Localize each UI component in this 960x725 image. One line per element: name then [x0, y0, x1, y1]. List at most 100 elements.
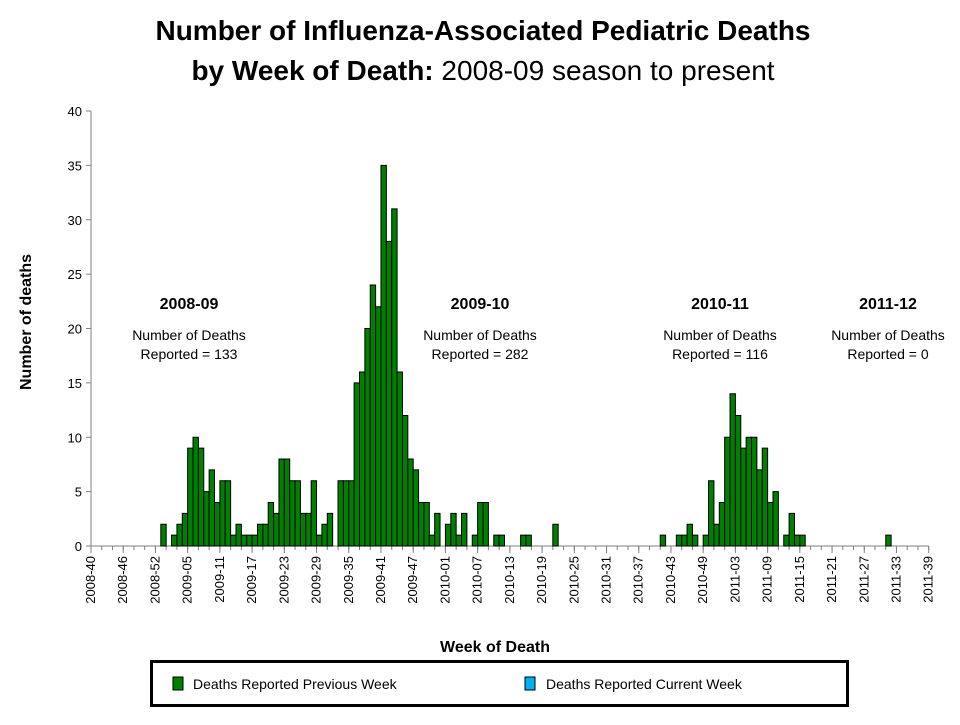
bar: [659, 534, 667, 547]
bar: [369, 284, 377, 547]
bar: [525, 534, 532, 547]
bar: [428, 534, 436, 547]
x-tick-label: 2010-01: [437, 556, 452, 604]
x-tick-label: 2011-09: [760, 556, 775, 603]
y-axis: 0 5 10 15 20 25 30 35 40: [68, 104, 92, 554]
season-annotations: 2008-09 Number of Deaths Reported = 133 200…: [132, 296, 945, 362]
subtitle-bold: by Week of Death:: [191, 55, 433, 86]
y-axis-label: Number of deaths: [18, 254, 35, 390]
deaths-reported: Reported = 282: [432, 346, 529, 362]
bar: [385, 241, 393, 547]
bar: [208, 469, 216, 547]
bar: [203, 491, 210, 547]
bar: [321, 523, 328, 547]
bar: [745, 436, 753, 547]
y-tick-label: 20: [68, 322, 82, 337]
x-tick-label: 2009-11: [212, 556, 227, 603]
y-tick-label: 15: [68, 376, 82, 391]
x-tick-label: 2011-03: [727, 556, 742, 603]
bar: [401, 415, 409, 547]
bar: [219, 480, 226, 547]
x-axis-label: Week of Death: [440, 639, 550, 656]
chart-title: Number of Influenza-Associated Pediatric…: [155, 15, 810, 46]
y-tick-label: 10: [68, 430, 82, 445]
bar: [246, 534, 253, 547]
chart-subtitle: by Week of Death: 2008-09 season to pres…: [191, 55, 774, 86]
bar: [364, 328, 371, 547]
bar: [552, 523, 559, 547]
bar: [337, 480, 344, 547]
legend: Deaths Reported Previous Week Deaths Rep…: [150, 660, 849, 707]
season-label: 2009-10: [451, 296, 510, 313]
bar: [278, 458, 285, 547]
bar: [751, 436, 758, 547]
bar: [471, 534, 479, 547]
bar: [772, 491, 779, 547]
bar: [283, 458, 291, 547]
legend-label-previous-week: Deaths Reported Previous Week: [193, 676, 398, 692]
bar: [391, 208, 398, 547]
bar: [418, 502, 425, 547]
bar: [788, 512, 795, 547]
x-tick-label: 2008-52: [147, 556, 162, 604]
x-tick-label: 2011-21: [824, 556, 839, 603]
bar: [767, 502, 774, 547]
bar: [455, 534, 463, 547]
deaths-label: Number of Deaths: [663, 327, 777, 343]
bar: [375, 306, 382, 547]
bar: [740, 447, 747, 547]
bar: [718, 502, 726, 547]
x-tick-label: 2009-29: [309, 556, 324, 604]
bar: [214, 502, 221, 547]
y-tick-label: 30: [68, 213, 82, 228]
bar: [197, 447, 205, 547]
bar: [289, 480, 296, 547]
x-tick-label: 2009-47: [405, 556, 420, 604]
bar: [691, 534, 699, 547]
bar: [359, 371, 366, 547]
x-axis: 2008-40 2008-46 2008-52 2009-05 2009-11 2009-…: [83, 545, 936, 604]
legend-label-current-week: Deaths Reported Current Week: [546, 676, 743, 692]
bar: [520, 534, 527, 547]
bar: [240, 534, 248, 547]
x-tick-label: 2010-25: [566, 556, 581, 604]
x-tick-label: 2010-07: [470, 556, 485, 604]
bar: [412, 469, 420, 547]
season-label: 2011-12: [859, 296, 917, 313]
season-label: 2010-11: [691, 296, 749, 313]
bar: [230, 534, 237, 547]
bar: [482, 502, 489, 547]
bar: [724, 436, 731, 547]
bar: [686, 523, 693, 547]
bar: [171, 534, 178, 547]
legend-swatch-previous-week: [172, 676, 184, 691]
bar: [434, 512, 441, 547]
bar: [407, 458, 414, 547]
bar: [187, 447, 194, 547]
bar: [380, 164, 387, 547]
bar: [326, 512, 334, 547]
bar: [761, 447, 769, 547]
bar: [342, 480, 350, 547]
bar: [262, 523, 269, 547]
y-tick-label: 5: [75, 485, 82, 500]
bar: [348, 480, 355, 547]
deaths-reported: Reported = 133: [141, 346, 238, 362]
x-tick-label: 2011-15: [792, 556, 807, 603]
bar: [396, 371, 403, 547]
x-tick-label: 2009-35: [341, 556, 356, 604]
y-tick-label: 25: [68, 267, 82, 282]
x-tick-label: 2011-27: [856, 556, 871, 603]
x-tick-label: 2011-33: [889, 556, 904, 603]
bar: [444, 523, 452, 547]
bar: [799, 534, 806, 547]
bar: [251, 534, 258, 547]
bar: [734, 415, 742, 547]
bar: [256, 523, 264, 547]
x-tick-label: 2008-46: [115, 556, 130, 604]
x-tick-label: 2008-40: [83, 556, 98, 604]
subtitle-normal: 2008-09 season to present: [434, 55, 775, 86]
bar: [160, 523, 167, 547]
x-tick-label: 2009-05: [180, 556, 195, 604]
bar: [477, 502, 484, 547]
